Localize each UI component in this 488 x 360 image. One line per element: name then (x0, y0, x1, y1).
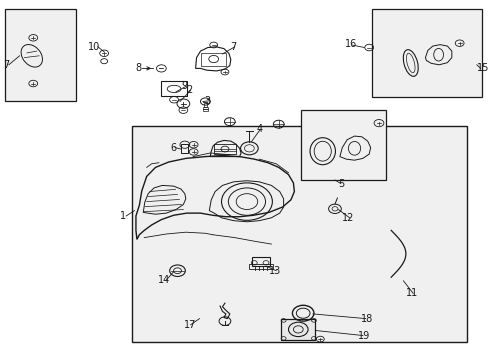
Text: 2: 2 (186, 85, 192, 95)
Bar (201, 53, 225, 66)
Text: 10: 10 (88, 42, 101, 52)
Text: 11: 11 (405, 288, 417, 298)
Text: 1: 1 (120, 211, 126, 221)
Bar (203, 109, 207, 111)
Bar (203, 103, 206, 107)
Text: 7: 7 (3, 60, 9, 70)
Bar (300, 110, 386, 180)
Text: 16: 16 (344, 39, 356, 49)
Text: 12: 12 (341, 213, 354, 223)
Bar (181, 144, 188, 153)
Text: 15: 15 (475, 63, 488, 73)
Text: 5: 5 (337, 179, 343, 189)
Bar (161, 81, 186, 96)
Text: 8: 8 (135, 63, 141, 73)
Bar (5, 9, 76, 101)
Text: 3: 3 (204, 96, 210, 106)
Text: 6: 6 (170, 143, 176, 153)
Text: 4: 4 (256, 124, 262, 134)
Text: 14: 14 (157, 275, 170, 285)
Text: 13: 13 (268, 266, 281, 276)
Bar (132, 126, 466, 342)
Bar (213, 144, 235, 154)
Bar (251, 257, 270, 266)
Bar (203, 107, 207, 109)
Text: 18: 18 (360, 314, 372, 324)
Bar (371, 9, 481, 97)
Text: 19: 19 (357, 330, 370, 341)
Bar (281, 319, 315, 340)
Text: 7: 7 (230, 42, 236, 52)
Text: 9: 9 (182, 81, 187, 91)
Bar (249, 264, 272, 269)
Text: 17: 17 (183, 320, 196, 330)
